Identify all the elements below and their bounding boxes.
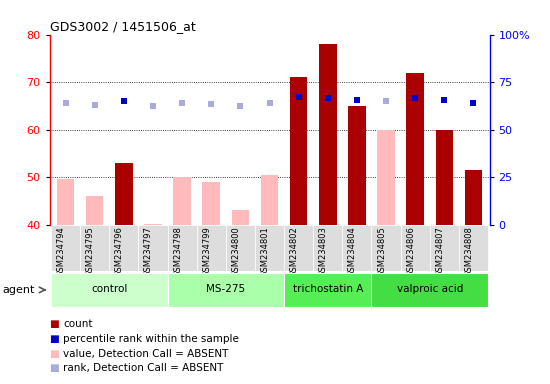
Text: GSM234796: GSM234796 xyxy=(115,226,124,277)
Bar xyxy=(319,44,337,225)
Text: rank, Detection Call = ABSENT: rank, Detection Call = ABSENT xyxy=(63,363,224,373)
Bar xyxy=(232,210,249,225)
Text: GSM234807: GSM234807 xyxy=(436,226,444,277)
Bar xyxy=(406,73,424,225)
Text: percentile rank within the sample: percentile rank within the sample xyxy=(63,334,239,344)
Text: GSM234798: GSM234798 xyxy=(173,226,182,277)
Bar xyxy=(197,225,226,271)
Text: GSM234797: GSM234797 xyxy=(144,226,153,277)
Text: GSM234794: GSM234794 xyxy=(57,226,65,277)
Bar xyxy=(139,225,168,271)
Bar xyxy=(173,177,191,225)
Bar xyxy=(144,224,162,225)
Bar xyxy=(255,225,284,271)
Bar xyxy=(459,225,488,271)
Text: ■: ■ xyxy=(50,349,59,359)
Bar xyxy=(342,225,371,271)
Bar xyxy=(377,130,395,225)
Text: GSM234804: GSM234804 xyxy=(348,226,357,277)
Text: ■: ■ xyxy=(50,334,59,344)
Text: GSM234806: GSM234806 xyxy=(406,226,415,277)
Bar xyxy=(51,225,80,271)
Text: value, Detection Call = ABSENT: value, Detection Call = ABSENT xyxy=(63,349,229,359)
Text: GSM234802: GSM234802 xyxy=(290,226,299,277)
Bar xyxy=(465,170,482,225)
Bar xyxy=(51,273,168,307)
Bar xyxy=(430,225,459,271)
Bar xyxy=(168,273,284,307)
Bar xyxy=(371,225,400,271)
Bar xyxy=(371,273,488,307)
Bar xyxy=(313,225,342,271)
Text: ■: ■ xyxy=(50,363,59,373)
Bar xyxy=(261,175,278,225)
Text: GSM234805: GSM234805 xyxy=(377,226,386,277)
Bar xyxy=(284,273,371,307)
Bar xyxy=(86,196,103,225)
Bar xyxy=(226,225,255,271)
Bar xyxy=(109,225,139,271)
Text: MS-275: MS-275 xyxy=(206,284,245,294)
Bar xyxy=(436,130,453,225)
Bar xyxy=(168,225,197,271)
Text: GSM234808: GSM234808 xyxy=(464,226,474,277)
Text: control: control xyxy=(91,284,128,294)
Bar xyxy=(348,106,366,225)
Text: GSM234795: GSM234795 xyxy=(86,226,95,277)
Bar xyxy=(115,163,133,225)
Text: GDS3002 / 1451506_at: GDS3002 / 1451506_at xyxy=(50,20,195,33)
Text: trichostatin A: trichostatin A xyxy=(293,284,363,294)
Text: GSM234801: GSM234801 xyxy=(261,226,270,277)
Bar xyxy=(80,225,109,271)
Bar xyxy=(202,182,220,225)
Text: valproic acid: valproic acid xyxy=(397,284,463,294)
Text: agent: agent xyxy=(3,285,35,295)
Bar xyxy=(290,77,307,225)
Text: ■: ■ xyxy=(50,319,59,329)
Bar xyxy=(400,225,430,271)
Bar xyxy=(284,225,313,271)
Text: GSM234799: GSM234799 xyxy=(202,226,211,277)
Bar xyxy=(57,179,74,225)
Text: GSM234803: GSM234803 xyxy=(319,226,328,277)
Text: GSM234800: GSM234800 xyxy=(232,226,240,277)
Text: count: count xyxy=(63,319,93,329)
